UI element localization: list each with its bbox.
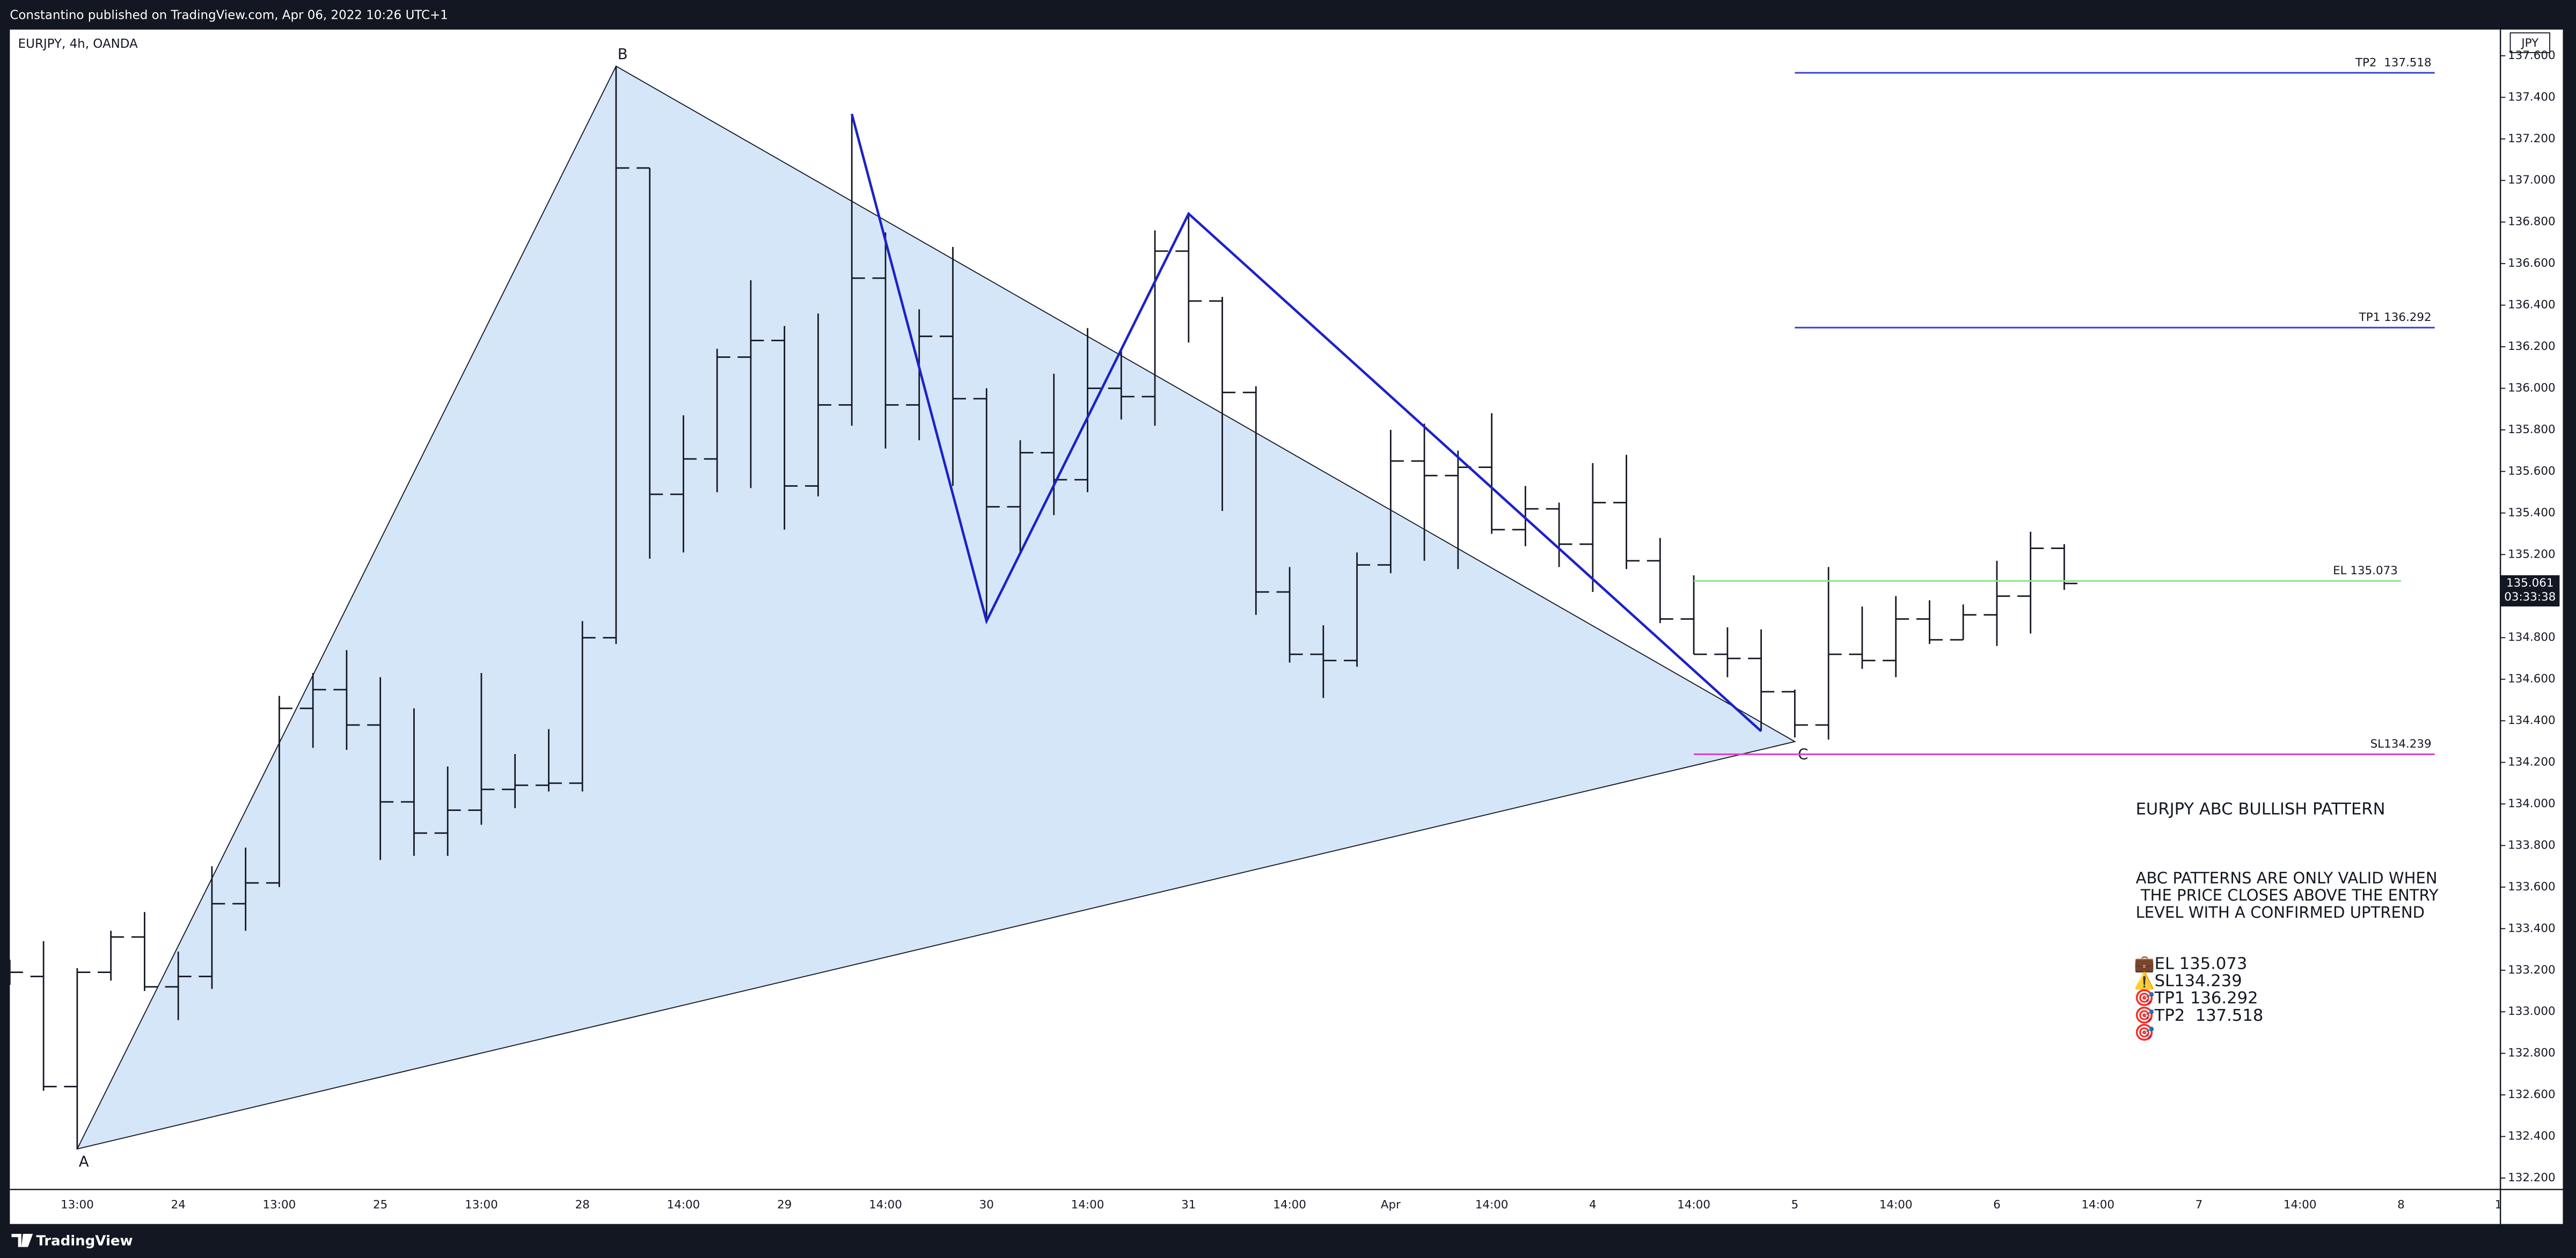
y-tick-label: 133.600 (2508, 880, 2556, 894)
notes: EURJPY ABC BULLISH PATTERN ABC PATTERNS … (2134, 800, 2439, 1042)
header-text: Constantino published on TradingView.com… (10, 9, 448, 23)
x-tick-label: 13:00 (263, 1198, 296, 1211)
pattern-point-label: A (79, 1153, 89, 1170)
y-tick-label: 133.000 (2508, 1005, 2556, 1018)
y-tick-label: 134.200 (2508, 756, 2556, 769)
y-tick-label: 135.200 (2508, 547, 2556, 561)
note-item: 🎯TP2 137.518 (2134, 1006, 2264, 1025)
currency-label: JPY (2520, 36, 2539, 50)
y-tick-label: 133.200 (2508, 963, 2556, 977)
x-tick-label: 4 (1589, 1198, 1597, 1211)
level-label: SL134.239 (2370, 737, 2432, 751)
y-tick-label: 132.400 (2508, 1130, 2556, 1143)
level-label: TP2 137.518 (2355, 56, 2432, 69)
note-text: THE PRICE CLOSES ABOVE THE ENTRY (2136, 886, 2439, 904)
x-tick-label: 14:00 (1273, 1198, 1306, 1211)
y-tick-label: 132.600 (2508, 1088, 2556, 1101)
x-tick-label: 14:00 (1475, 1198, 1509, 1211)
x-tick-label: 6 (1993, 1198, 2001, 1211)
x-tick-label: 30 (979, 1198, 994, 1211)
x-tick-label: 14:00 (667, 1198, 700, 1211)
x-tick-label: 8 (2397, 1198, 2405, 1211)
x-tick-label: 14:00 (1677, 1198, 1710, 1211)
brand-logo (11, 1233, 33, 1247)
currency-box (2509, 32, 2550, 53)
countdown-label: 03:33:38 (2504, 590, 2556, 604)
brand-name: TradingView (36, 1233, 133, 1249)
y-tick-label: 136.000 (2508, 382, 2556, 395)
x-tick-label: 5 (1791, 1198, 1799, 1211)
x-tick-label: 14:00 (869, 1198, 902, 1211)
x-tick-label: 29 (777, 1198, 792, 1211)
zigzag-line (851, 113, 1762, 733)
y-tick-label: 137.600 (2508, 49, 2556, 62)
y-tick-label: 133.400 (2508, 921, 2556, 935)
x-tick-label: 14:00 (1879, 1198, 1913, 1211)
y-tick-label: 135.800 (2508, 423, 2556, 436)
x-tick-label: 28 (575, 1198, 590, 1211)
level-label: TP1 136.292 (2359, 311, 2432, 324)
y-tick-label: 134.800 (2508, 631, 2556, 644)
note-item: 🎯 (2134, 1023, 2155, 1042)
note-text: ABC PATTERNS ARE ONLY VALID WHEN (2136, 869, 2438, 887)
y-tick-label: 134.000 (2508, 797, 2556, 810)
x-tick-label: 14 (2495, 1198, 2509, 1211)
y-tick-label: 136.400 (2508, 298, 2556, 312)
y-tick-label: 137.400 (2508, 90, 2556, 104)
note-title: EURJPY ABC BULLISH PATTERN (2136, 800, 2385, 819)
x-tick-label: 13:00 (465, 1198, 498, 1211)
symbol-label: EURJPY, 4h, OANDA (18, 37, 138, 51)
footer: TradingView (11, 1233, 133, 1249)
y-tick-label: 134.400 (2508, 714, 2556, 727)
level-label: EL 135.073 (2333, 564, 2398, 577)
x-tick-label: 13:00 (61, 1198, 94, 1211)
y-tick-label: 135.400 (2508, 506, 2556, 520)
y-tick-label: 132.200 (2508, 1171, 2556, 1184)
x-tick-label: 14:00 (2081, 1198, 2114, 1211)
note-item: 💼EL 135.073 (2134, 954, 2248, 973)
last-price-tag (2500, 575, 2560, 606)
y-tick-label: 135.600 (2508, 464, 2556, 478)
y-tick-label: 137.000 (2508, 173, 2556, 187)
x-tick-label: 25 (373, 1198, 387, 1211)
y-tick-label: 136.600 (2508, 257, 2556, 270)
x-tick-label: 14:00 (2284, 1198, 2317, 1211)
x-tick-label: 24 (171, 1198, 186, 1211)
y-tick-label: 137.200 (2508, 132, 2556, 145)
x-tick-label: 7 (2196, 1198, 2203, 1211)
y-tick-label: 134.600 (2508, 672, 2556, 686)
last-price-label: 135.061 (2506, 576, 2554, 590)
abc-pattern (76, 65, 1796, 1150)
y-tick-label: 136.800 (2508, 215, 2556, 229)
x-tick-label: Apr (1381, 1198, 1401, 1211)
note-text: LEVEL WITH A CONFIRMED UPTREND (2136, 903, 2425, 921)
y-tick-label: 136.200 (2508, 340, 2556, 353)
pattern-point-label: B (618, 46, 628, 63)
x-tick-label: 14:00 (1071, 1198, 1104, 1211)
x-tick-label: 31 (1181, 1198, 1196, 1211)
note-item: 🎯TP1 136.292 (2134, 989, 2258, 1008)
y-tick-label: 132.800 (2508, 1047, 2556, 1060)
y-tick-label: 133.800 (2508, 838, 2556, 852)
note-item: ⚠️SL134.239 (2134, 971, 2242, 991)
